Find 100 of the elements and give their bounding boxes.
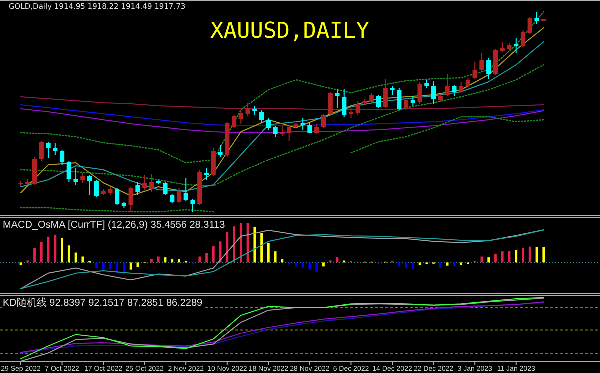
candlestick xyxy=(328,92,333,116)
bar xyxy=(453,262,456,267)
bar xyxy=(460,262,463,266)
candlestick xyxy=(163,182,168,196)
candlestick xyxy=(211,148,216,176)
candlestick xyxy=(370,92,374,104)
candlestick xyxy=(238,110,244,124)
candlestick xyxy=(335,88,340,108)
bar xyxy=(226,232,229,263)
bar xyxy=(446,262,449,266)
candlestick xyxy=(60,150,65,166)
candlestick xyxy=(280,126,285,136)
bar xyxy=(102,262,105,270)
candlestick xyxy=(348,108,354,118)
bar xyxy=(488,258,490,263)
bar xyxy=(82,256,84,263)
candlestick xyxy=(39,140,44,162)
candlestick xyxy=(136,182,140,196)
candlestick xyxy=(520,30,526,48)
candlestick xyxy=(246,102,250,116)
candlestick xyxy=(66,160,72,182)
bar xyxy=(68,246,70,263)
candlestick xyxy=(88,174,92,196)
candlestick xyxy=(356,100,360,116)
candlestick xyxy=(493,48,498,76)
candlestick xyxy=(176,188,182,204)
candlestick xyxy=(376,94,382,108)
chart-title: KD随机线 92.8397 92.1517 87.2851 86.2289 xyxy=(3,297,204,309)
candlestick xyxy=(383,78,388,108)
bar xyxy=(240,223,242,263)
candlestick xyxy=(128,186,134,212)
bar xyxy=(398,262,401,267)
candlestick xyxy=(142,174,148,190)
candlestick xyxy=(74,168,78,186)
bar xyxy=(515,250,518,263)
bar xyxy=(95,262,98,268)
candlestick xyxy=(149,174,154,192)
bar xyxy=(494,254,497,263)
bar xyxy=(54,234,57,263)
bar xyxy=(528,246,532,263)
bar xyxy=(157,256,160,263)
candlestick xyxy=(232,114,237,128)
bar xyxy=(412,262,414,270)
candlestick xyxy=(534,12,540,24)
bar xyxy=(34,248,36,263)
candlestick xyxy=(46,142,51,158)
bar xyxy=(206,253,208,263)
bar xyxy=(542,247,546,263)
bar xyxy=(171,260,174,263)
candlestick xyxy=(184,178,188,202)
candlestick xyxy=(314,124,320,134)
candlestick xyxy=(397,88,402,110)
chart-title: MACD_OsMA [CurrTF] (12,26,9) 35.4556 28.3113 xyxy=(3,220,226,231)
bar xyxy=(254,226,256,263)
candlestick xyxy=(190,198,196,212)
candlestick xyxy=(486,58,492,80)
candlestick xyxy=(260,110,264,124)
candlestick xyxy=(342,88,347,118)
candlestick xyxy=(300,118,306,130)
candlestick xyxy=(418,82,422,104)
candlestick xyxy=(115,188,120,206)
bar xyxy=(302,262,304,268)
candlestick xyxy=(472,62,478,80)
bar xyxy=(178,260,180,263)
bar xyxy=(439,262,442,268)
bar xyxy=(116,262,119,274)
candlestick xyxy=(53,142,58,156)
bar xyxy=(61,238,64,263)
candlestick xyxy=(266,118,271,130)
bar xyxy=(295,262,298,267)
candlestick xyxy=(432,80,436,104)
bar xyxy=(322,262,325,267)
candlestick xyxy=(321,114,326,128)
chart-title: XAUUSD,DAILY xyxy=(210,19,370,44)
candlestick xyxy=(410,96,416,106)
bar xyxy=(274,252,277,263)
candlestick xyxy=(528,16,532,34)
candlestick xyxy=(445,74,450,96)
candlestick xyxy=(204,168,210,180)
bar xyxy=(198,256,202,263)
bar xyxy=(109,262,112,270)
candlestick xyxy=(94,180,99,198)
bar xyxy=(150,260,153,263)
bar xyxy=(40,242,43,263)
candlestick xyxy=(459,82,464,94)
candlestick xyxy=(452,84,457,96)
bar xyxy=(212,246,215,263)
candlestick xyxy=(514,38,519,54)
bar xyxy=(260,233,263,263)
candlestick xyxy=(80,172,86,184)
bar xyxy=(522,248,524,263)
candlestick xyxy=(218,144,223,158)
candlestick xyxy=(500,42,505,52)
bar xyxy=(130,262,132,270)
candlestick xyxy=(273,126,278,138)
candlestick xyxy=(404,98,409,110)
bar xyxy=(316,262,318,272)
candlestick xyxy=(480,52,484,72)
bar xyxy=(267,243,270,263)
bar xyxy=(405,262,408,268)
